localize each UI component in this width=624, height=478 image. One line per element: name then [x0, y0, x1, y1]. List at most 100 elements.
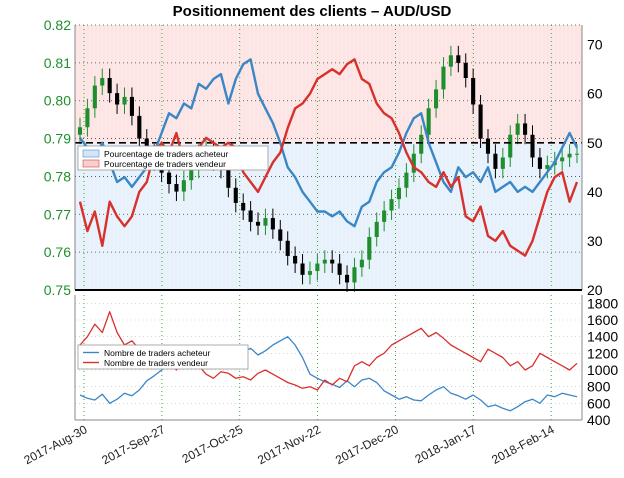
- candle-body: [233, 187, 238, 203]
- top-panel-series: [75, 58, 582, 257]
- candle-body: [100, 78, 105, 86]
- top-panel-axes: 0.75 0.76 0.77 0.78 0.79 0.80 0.81 0.82 20 30 40 50…: [44, 17, 603, 298]
- x-tick-label: 2017-Dec-20: [333, 422, 401, 467]
- left-tick-label: 0.75: [44, 282, 71, 298]
- legend-label: Pourcentage de traders vendeur: [104, 159, 226, 169]
- legend-box: [77, 145, 269, 171]
- candle-body: [226, 168, 231, 188]
- left-tick-label: 0.79: [44, 131, 71, 147]
- candle-body: [300, 263, 305, 275]
- candle-body: [478, 104, 483, 139]
- candle-body: [255, 221, 261, 226]
- right-tick-label: 50: [587, 135, 603, 151]
- candle-body: [307, 271, 313, 275]
- top-legend: Pourcentage de traders acheteurPourcenta…: [77, 145, 269, 171]
- candle-body: [434, 89, 439, 109]
- candle-body: [560, 157, 565, 162]
- candle-body: [85, 108, 90, 128]
- legend-swatch: [82, 159, 100, 168]
- candle-body: [181, 180, 186, 192]
- count-tick-label: 600: [587, 395, 611, 411]
- right-tick-label: 20: [587, 282, 603, 298]
- candle-body: [493, 153, 498, 169]
- candle-body: [389, 199, 394, 211]
- count-tick-label: 1400: [587, 329, 618, 345]
- candle-body: [367, 237, 372, 260]
- sellers-percent-line: [78, 58, 579, 257]
- candle-body: [500, 157, 505, 169]
- candle-body: [530, 134, 535, 158]
- candle-body: [330, 259, 335, 264]
- candle-body: [448, 55, 453, 67]
- candle-body: [441, 66, 446, 90]
- candle-body: [263, 218, 268, 226]
- candle-body: [545, 165, 550, 169]
- x-tick-label: 2018-Jan-17: [413, 422, 479, 466]
- candle-body: [285, 240, 290, 256]
- right-tick-label: 70: [587, 37, 603, 53]
- count-tick-label: 1800: [587, 295, 618, 311]
- legend-box: [77, 344, 249, 370]
- x-tick-label: 2017-Oct-25: [180, 422, 246, 466]
- candle-body: [278, 229, 283, 241]
- candle-body: [115, 93, 120, 105]
- candle-body: [166, 172, 172, 184]
- left-tick-label: 0.77: [44, 206, 71, 222]
- legend-label: Nombre de traders vendeur: [104, 358, 208, 368]
- candle-body: [315, 263, 320, 272]
- candle-body: [248, 210, 253, 222]
- x-tick-label: 2018-Feb-14: [489, 422, 557, 467]
- right-tick-label: 60: [587, 86, 603, 102]
- x-tick-label: 2017-Aug-30: [22, 422, 90, 467]
- candle-body: [485, 138, 491, 154]
- candle-body: [293, 255, 298, 264]
- candle-body: [322, 259, 327, 264]
- chart-title: Positionnement des clients – AUD/USD: [172, 3, 452, 20]
- candle-body: [92, 85, 97, 109]
- left-tick-label: 0.80: [44, 93, 71, 109]
- x-tick-label: 2017-Sep-27: [99, 422, 167, 467]
- candle-body: [426, 108, 431, 135]
- candle-body: [574, 153, 580, 155]
- candle-body: [567, 153, 572, 158]
- candle-body: [122, 96, 127, 105]
- left-tick-label: 0.82: [44, 17, 71, 33]
- candle-body: [456, 55, 461, 63]
- candle-body: [107, 78, 112, 94]
- right-tick-label: 40: [587, 184, 603, 200]
- legend-label: Nombre de traders acheteur: [104, 348, 210, 358]
- candle-body: [396, 187, 402, 200]
- count-tick-label: 400: [587, 412, 611, 428]
- price-candlesticks: [77, 45, 580, 292]
- candle-body: [404, 172, 409, 188]
- legend-swatch: [82, 149, 100, 158]
- count-tick-label: 1600: [587, 312, 618, 328]
- candle-body: [352, 267, 357, 283]
- candle-body: [374, 221, 379, 237]
- candle-body: [270, 218, 275, 230]
- candle-body: [174, 184, 179, 192]
- left-tick-label: 0.81: [44, 55, 71, 71]
- count-tick-label: 800: [587, 379, 611, 395]
- x-axis: 2017-Aug-30 2017-Sep-27 2017-Oct-25 2017-No…: [22, 422, 557, 467]
- candle-body: [137, 115, 142, 139]
- candle-body: [463, 62, 468, 78]
- legend-label: Pourcentage de traders acheteur: [104, 149, 228, 159]
- seller-zone: [75, 25, 582, 143]
- candle-body: [382, 210, 387, 222]
- candle-body: [537, 157, 542, 169]
- candle-body: [241, 202, 246, 211]
- candle-body: [359, 259, 364, 268]
- candle-body: [77, 127, 83, 135]
- buyers-percent-line: [79, 58, 579, 228]
- candle-body: [189, 168, 194, 181]
- candle-body: [129, 96, 134, 116]
- candle-body: [337, 263, 342, 275]
- candle-body: [419, 134, 424, 154]
- left-tick-label: 0.76: [44, 244, 71, 260]
- x-tick-label: 2017-Nov-22: [255, 422, 323, 467]
- candle-body: [344, 274, 350, 283]
